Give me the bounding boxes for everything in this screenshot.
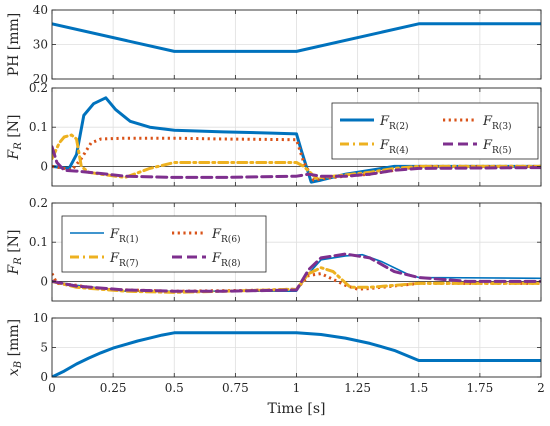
y-tick-label: 10 <box>33 311 48 325</box>
panel-xb: 0 5 10 0 0.25 0.5 0.75 1 1.25 1.5 1.75 2 Time [s] xB … <box>6 311 545 417</box>
series-line-r3 <box>52 136 541 182</box>
y-axis-label: PH [mm] <box>6 13 22 77</box>
series-line-r2 <box>52 96 541 184</box>
y-axis-label: FR [N] <box>6 230 24 276</box>
series-line-ph <box>52 22 541 53</box>
y-tick-label: 40 <box>33 3 48 17</box>
y-tick-label: 0 <box>40 370 48 384</box>
legend-box <box>61 215 267 273</box>
x-tick-label: 0.25 <box>100 381 127 395</box>
panel-ph: 20 30 40 PH [mm] <box>6 3 542 86</box>
x-tick-label: 0.75 <box>222 381 249 395</box>
y-axis-label: xB [mm] <box>6 319 24 376</box>
y-tick-label: 5 <box>40 341 48 355</box>
x-tick-label: 0 <box>48 381 56 395</box>
legend-entry-label: FR(8) <box>211 251 241 269</box>
panel-fr_top: 0 0.1 0.2 FR [N] FR(2) FR(3) FR(4) FR(5) <box>6 81 542 187</box>
legend-entry-label: FR(1) <box>109 227 139 245</box>
legend-entry-label: FR(4) <box>379 138 409 156</box>
y-tick-label: 0.2 <box>29 196 48 210</box>
legend: FR(2) FR(3) FR(4) FR(5) <box>331 102 539 160</box>
x-tick-label: 2 <box>537 381 545 395</box>
x-tick-label: 1 <box>293 381 301 395</box>
legend: FR(1) FR(6) FR(7) FR(8) <box>61 215 267 273</box>
series-line-r7 <box>52 266 541 294</box>
legend-entry-label: FR(2) <box>379 114 409 132</box>
x-tick-label: 1.25 <box>344 381 371 395</box>
series-line-r4 <box>52 133 541 180</box>
legend-entry-label: FR(5) <box>482 138 512 156</box>
y-tick-label: 0 <box>40 159 48 173</box>
legend-entry-label: FR(6) <box>211 227 241 245</box>
x-tick-label: 1.5 <box>409 381 428 395</box>
legend-entry-label: FR(7) <box>109 251 139 269</box>
y-tick-label: 0.1 <box>29 120 48 134</box>
x-tick-label: 0.5 <box>165 381 184 395</box>
y-tick-label: 20 <box>33 72 48 86</box>
x-tick-label: 1.75 <box>467 381 494 395</box>
y-axis-label: FR [N] <box>6 115 24 161</box>
panel-fr_bottom: 0 0.1 0.2 FR [N] FR(1) FR(6) FR(7) FR(8) <box>6 196 542 302</box>
x-axis-label: Time [s] <box>268 401 326 417</box>
series-line-r8 <box>52 252 541 293</box>
series-line-r5 <box>52 145 541 179</box>
y-tick-label: 0.2 <box>29 81 48 95</box>
y-tick-label: 0 <box>40 274 48 288</box>
legend-entry-label: FR(3) <box>482 114 512 132</box>
legend-box <box>331 102 539 160</box>
y-tick-label: 0.1 <box>29 235 48 249</box>
y-tick-label: 30 <box>33 38 48 52</box>
series-line-xb <box>52 331 541 377</box>
